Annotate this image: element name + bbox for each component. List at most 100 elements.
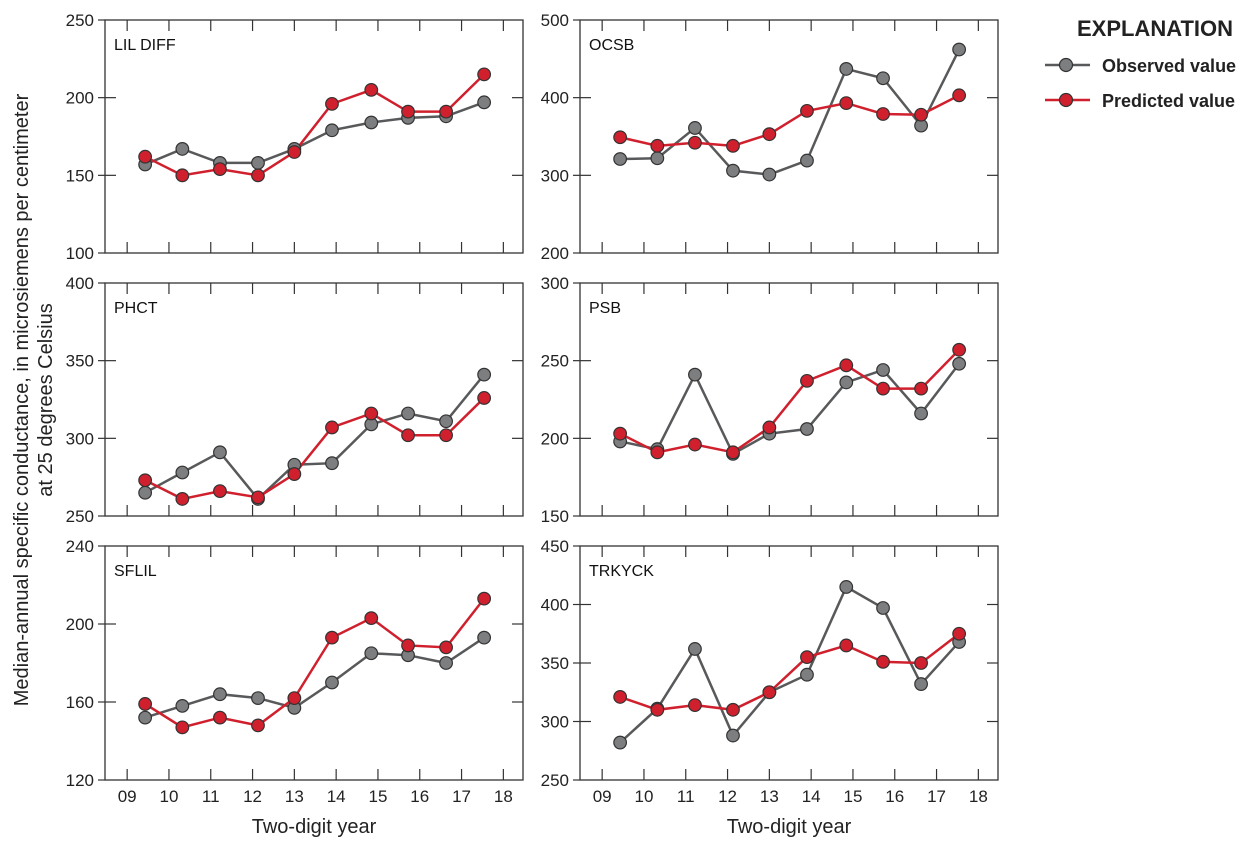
predicted-point	[726, 702, 740, 717]
observed-point	[477, 630, 492, 645]
observed-line	[620, 48, 961, 176]
predicted-point	[650, 138, 665, 153]
predicted-line	[144, 397, 486, 501]
predicted-point	[364, 82, 379, 97]
predicted-point	[726, 138, 740, 153]
observed-point	[477, 367, 492, 382]
observed-point	[876, 363, 890, 377]
observed-point	[325, 456, 339, 471]
predicted-point	[762, 420, 777, 435]
panel-frame	[104, 282, 524, 517]
observed-line	[144, 636, 485, 719]
legend-predicted-label: Predicted value	[1102, 91, 1235, 111]
observed-point	[175, 465, 190, 480]
predicted-point	[439, 428, 453, 443]
predicted-line	[619, 348, 961, 454]
observed-point	[726, 728, 740, 743]
predicted-point	[325, 420, 339, 435]
predicted-point	[251, 718, 265, 733]
x-tick-label: 10	[634, 787, 653, 806]
x-tick-label: 14	[802, 787, 821, 806]
observed-point	[914, 406, 928, 421]
panel-sflil: 09 10 11 12 13 14 15 16 17 18 120 160 200 240 SFLIL	[66, 537, 524, 806]
predicted-point	[251, 168, 265, 183]
predicted-point	[213, 162, 227, 177]
y-tick-label: 400	[541, 596, 569, 615]
observed-point	[688, 642, 702, 656]
predicted-line	[619, 632, 960, 712]
predicted-point	[688, 135, 702, 150]
observed-line	[144, 373, 486, 501]
predicted-point	[213, 484, 227, 499]
predicted-point	[175, 720, 190, 735]
x-tick-label: 09	[593, 787, 612, 806]
y-tick-label: 100	[66, 244, 94, 263]
predicted-point	[914, 107, 928, 122]
x-tick-label: 11	[677, 787, 695, 806]
x-tick-label: 15	[843, 787, 862, 806]
y-tick-label: 240	[66, 537, 94, 556]
observed-point	[138, 710, 153, 725]
y-tick-label: 400	[541, 89, 569, 108]
panel-title: SFLIL	[114, 563, 157, 580]
y-tick-label: 250	[541, 352, 569, 371]
predicted-point	[325, 630, 339, 645]
panel-title: OCSB	[589, 37, 634, 54]
predicted-point	[613, 426, 628, 441]
observed-point	[688, 121, 702, 135]
predicted-point	[325, 96, 339, 111]
x-tick-label: 15	[368, 787, 387, 806]
observed-point	[650, 151, 665, 166]
y-tick-label: 160	[66, 693, 94, 712]
y-tick-label: 150	[66, 166, 94, 185]
y-tick-label: 350	[66, 352, 94, 371]
y-axis-title-line2: at 25 degrees Celsius	[35, 303, 57, 496]
x-tick-label: 13	[285, 787, 304, 806]
panel-frame	[104, 19, 524, 254]
observed-point	[175, 699, 190, 713]
predicted-point	[650, 702, 665, 717]
predicted-point	[726, 445, 740, 460]
predicted-point	[876, 381, 890, 396]
observed-point	[762, 167, 777, 182]
panel-frame	[104, 545, 524, 781]
observed-line	[619, 363, 961, 456]
predicted-point	[800, 373, 814, 388]
observed-point	[477, 95, 492, 110]
observed-point	[839, 580, 854, 594]
x-tick-label: 17	[452, 787, 471, 806]
x-axis-title-right: Two-digit year	[727, 816, 852, 838]
x-tick-label: 12	[243, 787, 262, 806]
observed-point	[213, 445, 227, 460]
predicted-point	[477, 67, 492, 82]
x-tick-label: 16	[410, 787, 429, 806]
y-tick-label: 350	[541, 654, 569, 673]
observed-point	[952, 356, 967, 371]
x-tick-label: 17	[927, 787, 946, 806]
legend: EXPLANATION Observed value Predicted val…	[1045, 16, 1236, 111]
x-tick-label: 11	[202, 787, 220, 806]
observed-point	[726, 163, 740, 178]
predicted-point	[287, 467, 302, 481]
predicted-point	[914, 656, 928, 670]
x-tick-label: 16	[885, 787, 904, 806]
predicted-point	[688, 437, 702, 452]
predicted-point	[477, 391, 492, 405]
panel-title: PHCT	[114, 300, 158, 317]
observed-point	[138, 485, 153, 500]
y-tick-label: 300	[541, 713, 569, 732]
panel-psb: 150 200 250 300 PSB	[541, 274, 999, 526]
observed-point	[251, 691, 265, 705]
y-tick-label: 120	[66, 771, 94, 790]
y-axis-title-line1: Median-annual specific conductance, in m…	[11, 93, 33, 706]
x-tick-label: 18	[969, 787, 988, 806]
predicted-point	[914, 381, 928, 396]
predicted-line	[144, 597, 486, 729]
predicted-point	[952, 626, 967, 641]
predicted-point	[613, 690, 628, 704]
observed-point	[439, 414, 453, 429]
observed-point	[364, 115, 379, 130]
x-axis-title-left: Two-digit year	[252, 816, 377, 838]
predicted-point	[477, 591, 492, 606]
panel-frame	[579, 282, 999, 517]
